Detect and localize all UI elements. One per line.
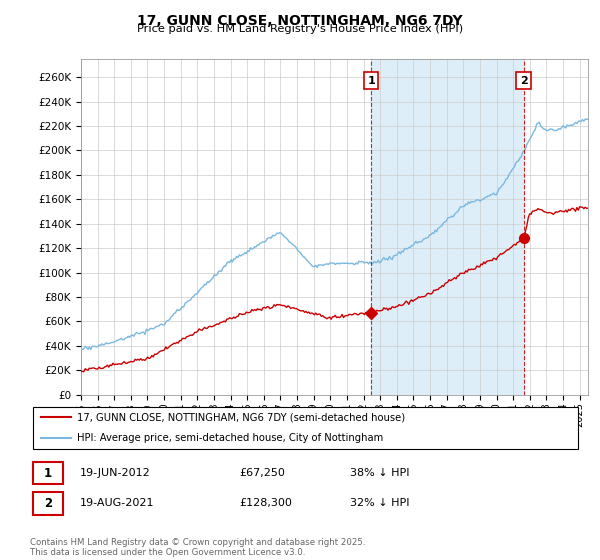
Text: 19-JUN-2012: 19-JUN-2012 bbox=[80, 468, 151, 478]
Text: HPI: Average price, semi-detached house, City of Nottingham: HPI: Average price, semi-detached house,… bbox=[77, 433, 383, 444]
Text: 2: 2 bbox=[520, 76, 527, 86]
Text: 2: 2 bbox=[44, 497, 52, 510]
FancyBboxPatch shape bbox=[33, 407, 578, 449]
Bar bbox=[371, 59, 524, 395]
Text: Contains HM Land Registry data © Crown copyright and database right 2025.
This d: Contains HM Land Registry data © Crown c… bbox=[30, 538, 365, 557]
Text: 1: 1 bbox=[367, 76, 375, 86]
Text: £67,250: £67,250 bbox=[240, 468, 286, 478]
Text: £128,300: £128,300 bbox=[240, 498, 293, 508]
Text: Price paid vs. HM Land Registry's House Price Index (HPI): Price paid vs. HM Land Registry's House … bbox=[137, 24, 463, 34]
Text: 1: 1 bbox=[44, 466, 52, 479]
Text: 17, GUNN CLOSE, NOTTINGHAM, NG6 7DY: 17, GUNN CLOSE, NOTTINGHAM, NG6 7DY bbox=[137, 14, 463, 28]
Text: 32% ↓ HPI: 32% ↓ HPI bbox=[350, 498, 410, 508]
Text: 19-AUG-2021: 19-AUG-2021 bbox=[80, 498, 154, 508]
Text: 38% ↓ HPI: 38% ↓ HPI bbox=[350, 468, 410, 478]
FancyBboxPatch shape bbox=[33, 492, 63, 515]
FancyBboxPatch shape bbox=[33, 461, 63, 484]
Text: 17, GUNN CLOSE, NOTTINGHAM, NG6 7DY (semi-detached house): 17, GUNN CLOSE, NOTTINGHAM, NG6 7DY (sem… bbox=[77, 412, 405, 422]
